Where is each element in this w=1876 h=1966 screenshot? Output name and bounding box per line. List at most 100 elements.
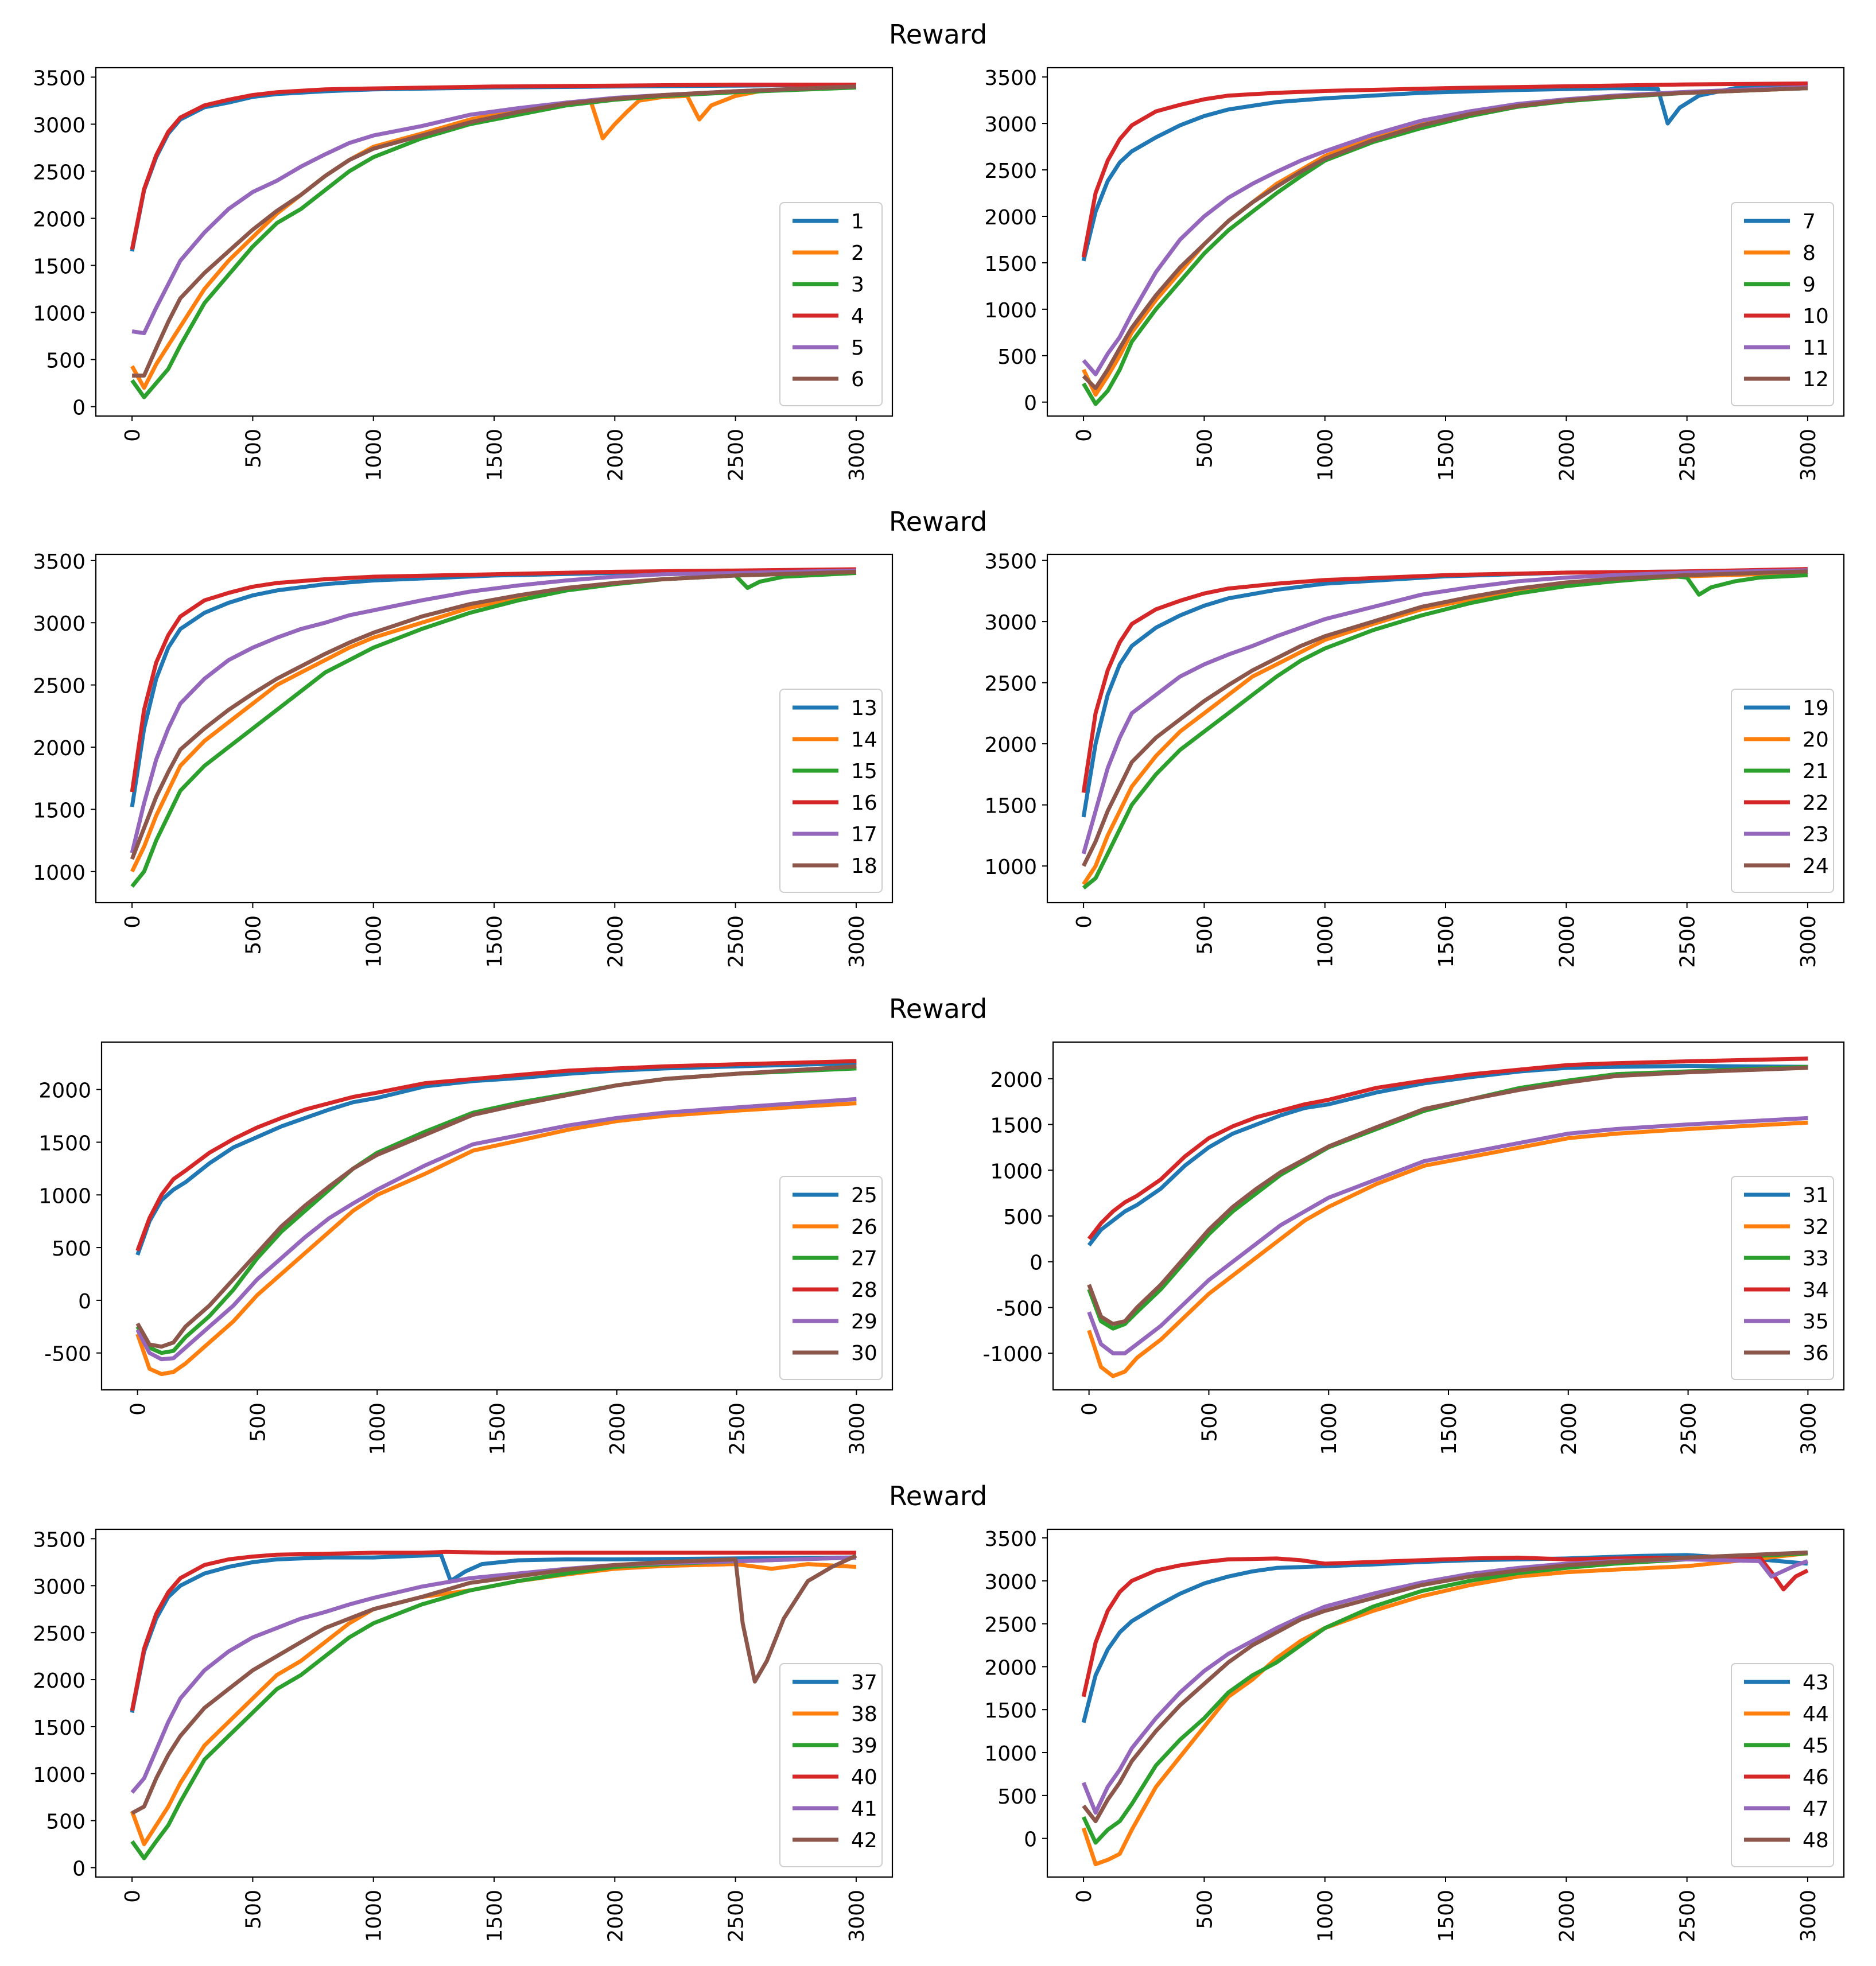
legend-label-37: 37 <box>851 1671 877 1695</box>
row-title-3: Reward <box>888 993 988 1024</box>
y-tick-label: 0 <box>72 397 86 420</box>
legend-label-29: 29 <box>851 1310 877 1334</box>
y-tick-label: 3000 <box>33 612 86 636</box>
series-line-47 <box>1081 1557 1809 1815</box>
y-tick-label: 1000 <box>38 1184 91 1208</box>
row-title-2: Reward <box>888 506 988 537</box>
x-tick-label: 1500 <box>1435 915 1458 968</box>
y-tick-label: 0 <box>1024 1828 1037 1852</box>
series-line-15 <box>130 571 857 888</box>
series-line-21 <box>1082 573 1808 890</box>
y-tick-label: -1000 <box>982 1343 1043 1366</box>
legend-label-11: 11 <box>1803 336 1829 360</box>
series-line-17 <box>130 568 856 854</box>
y-tick-label: 1000 <box>33 861 86 885</box>
x-tick-label: 2000 <box>606 1402 630 1455</box>
x-tick-label: 3000 <box>1797 429 1820 481</box>
legend-label-35: 35 <box>1803 1310 1829 1334</box>
chart-8: 0 500 1000 1500 2000 2500 3000 3500 0 500 1000 1500… <box>984 1528 1845 1942</box>
legend-label-3: 3 <box>851 273 864 297</box>
y-tick-label: 0 <box>78 1290 91 1314</box>
legend-label-30: 30 <box>851 1342 877 1365</box>
x-tick-label: 1500 <box>483 429 507 481</box>
series-group <box>130 83 857 399</box>
x-tick-label: 1500 <box>1438 1402 1461 1455</box>
y-tick-label: 1500 <box>984 795 1037 818</box>
legend-label-12: 12 <box>1803 368 1829 391</box>
y-tick-label: 2500 <box>984 1614 1037 1637</box>
legend-label-4: 4 <box>851 305 864 328</box>
x-tick-label: 2500 <box>725 1890 748 1942</box>
y-tick-label: 2500 <box>33 1622 86 1646</box>
series-line-30 <box>135 1064 857 1349</box>
chart-4: 1000 1500 2000 2500 3000 3500 0 500 1000 1500 2000… <box>984 550 1845 968</box>
x-tick-label: 3000 <box>1797 915 1820 968</box>
legend: 19 20 21 22 23 24 <box>1731 689 1834 893</box>
y-tick-label: 1000 <box>33 1763 86 1787</box>
series-line-45 <box>1081 1551 1808 1845</box>
legend-label-32: 32 <box>1803 1215 1829 1239</box>
y-tick-label: 3500 <box>984 1528 1037 1551</box>
legend-label-33: 33 <box>1803 1247 1829 1270</box>
x-tick-label: 1000 <box>363 429 386 481</box>
series-group <box>130 1549 857 1860</box>
x-tick-label: 3000 <box>1797 1890 1820 1942</box>
y-tick-label: 2000 <box>984 733 1037 757</box>
chart-3: 1000 1500 2000 2500 3000 3500 0 500 1000 1500 2000… <box>33 550 894 968</box>
y-tick-label: 3500 <box>33 550 86 574</box>
legend-label-48: 48 <box>1803 1829 1829 1852</box>
x-tick-label: 0 <box>1073 915 1096 928</box>
legend-label-8: 8 <box>1803 242 1816 265</box>
series-line-46 <box>1081 1555 1809 1697</box>
legend-label-14: 14 <box>851 728 877 752</box>
series-line-9 <box>1082 86 1808 406</box>
series-line-6 <box>132 84 857 378</box>
series-line-28 <box>135 1059 857 1252</box>
x-tick-label: 1500 <box>483 1890 507 1942</box>
x-tick-label: 0 <box>1078 1402 1102 1416</box>
series-line-16 <box>130 567 856 792</box>
series-line-44 <box>1081 1551 1808 1867</box>
y-tick-label: 500 <box>1003 1206 1043 1229</box>
y-tick-label: 3500 <box>984 550 1037 574</box>
x-tick-label: 1000 <box>1318 1402 1341 1455</box>
x-tick-label: 2000 <box>1557 1402 1581 1455</box>
x-tick-label: 2500 <box>725 429 748 481</box>
x-tick-label: 1000 <box>366 1402 390 1455</box>
series-line-4 <box>130 83 856 250</box>
series-line-10 <box>1081 81 1808 258</box>
series-line-2 <box>130 86 856 390</box>
x-tick-label: 1000 <box>1314 429 1338 481</box>
x-tick-label: 1000 <box>363 1890 386 1942</box>
series-line-14 <box>130 569 857 873</box>
series-group <box>1081 1550 1809 1867</box>
legend-label-42: 42 <box>851 1829 877 1852</box>
legend-label-34: 34 <box>1803 1279 1829 1302</box>
y-tick-label: 3000 <box>984 611 1037 635</box>
x-tick-label: 2000 <box>1555 915 1579 968</box>
legend-label-28: 28 <box>851 1279 877 1302</box>
legend-label-6: 6 <box>851 368 864 391</box>
y-tick-label: 500 <box>46 1810 86 1834</box>
x-tick-label: 2000 <box>604 1890 627 1942</box>
series-line-32 <box>1087 1120 1808 1378</box>
legend-label-10: 10 <box>1803 305 1829 328</box>
y-tick-label: -500 <box>996 1297 1043 1320</box>
series-line-7 <box>1081 83 1808 262</box>
legend-label-19: 19 <box>1803 697 1829 720</box>
y-tick-label: 2000 <box>33 737 86 760</box>
legend-label-44: 44 <box>1803 1703 1829 1726</box>
x-tick-label: 1000 <box>1314 1890 1338 1942</box>
legend: 1 2 3 4 5 6 <box>779 202 883 406</box>
series-line-48 <box>1082 1550 1808 1824</box>
legend-label-20: 20 <box>1803 728 1829 752</box>
y-tick-label: 1000 <box>990 1160 1043 1183</box>
legend-label-13: 13 <box>851 697 877 720</box>
y-tick-label: 2500 <box>33 675 86 698</box>
series-group <box>1081 567 1808 890</box>
y-tick-label: 1500 <box>33 799 86 822</box>
y-tick-label: 500 <box>52 1237 91 1261</box>
x-tick-label: 2000 <box>604 915 627 968</box>
series-line-5 <box>131 84 857 336</box>
legend-label-7: 7 <box>1803 210 1816 234</box>
